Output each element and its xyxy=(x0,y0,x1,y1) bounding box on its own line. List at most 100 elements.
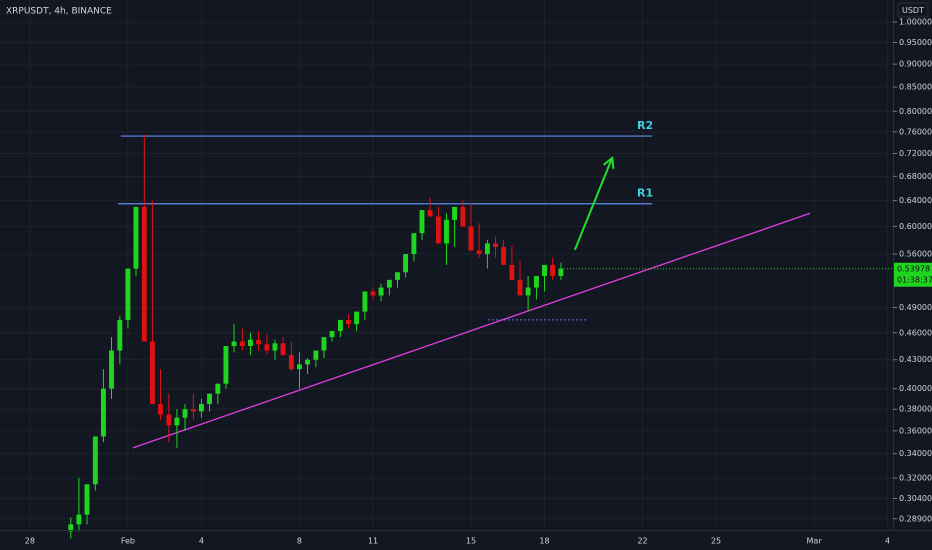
y-tick-label: 0.90000 xyxy=(899,60,932,69)
y-tick-label: 0.68000 xyxy=(899,172,932,181)
last-price-label: 0.53978 xyxy=(897,264,930,273)
x-tick-label: 4 xyxy=(885,537,890,546)
x-tick-label: 4 xyxy=(199,537,204,546)
candle-body xyxy=(297,364,302,370)
candle-body xyxy=(452,206,458,220)
currency-box xyxy=(897,2,929,18)
x-tick-label: 11 xyxy=(368,537,378,546)
y-tick-label: 0.46000 xyxy=(899,328,932,337)
x-tick-label: 22 xyxy=(637,537,647,546)
candle-body xyxy=(76,514,82,525)
candle-body xyxy=(68,524,74,532)
y-tick-label: 0.72000 xyxy=(899,149,932,158)
candle-body xyxy=(215,383,221,394)
candle-body xyxy=(223,346,229,384)
y-tick-label: 0.64000 xyxy=(899,196,932,205)
candle-body xyxy=(460,206,466,227)
x-tick-label: 25 xyxy=(711,537,721,546)
y-tick-label: 0.76000 xyxy=(899,127,932,136)
candle-body xyxy=(517,279,523,296)
candle-body xyxy=(280,343,286,356)
candle-body xyxy=(509,264,515,280)
candle-body xyxy=(337,319,343,332)
y-tick-label: 0.32000 xyxy=(899,473,932,482)
candle-body xyxy=(125,268,131,320)
candle-body xyxy=(149,341,155,404)
y-tick-label: 0.60000 xyxy=(899,222,932,231)
candle-body xyxy=(403,254,409,273)
y-tick-label: 0.40000 xyxy=(899,384,932,393)
y-tick-label: 0.38000 xyxy=(899,405,932,414)
candle-body xyxy=(435,216,441,244)
y-tick-label: 0.30400 xyxy=(899,494,932,503)
last-price-box xyxy=(894,262,932,287)
x-tick-label: Mar xyxy=(807,537,823,546)
candle-body xyxy=(141,206,147,342)
candle-body xyxy=(378,287,384,296)
countdown-label: 01:38:37 xyxy=(897,275,932,284)
x-tick-label: 8 xyxy=(297,537,302,546)
candle-body xyxy=(329,331,335,338)
x-tick-label: 18 xyxy=(539,537,549,546)
candle-body xyxy=(182,409,188,418)
candle-body xyxy=(427,210,433,217)
y-tick-label: 0.43000 xyxy=(899,355,932,364)
candle-body xyxy=(248,339,253,347)
candle-body xyxy=(117,319,123,351)
x-tick-label: Feb xyxy=(121,537,135,546)
arrow-shaft xyxy=(573,157,614,251)
candle-body xyxy=(386,279,392,288)
candle-body xyxy=(354,311,360,325)
candle-body xyxy=(484,243,490,255)
candle-body xyxy=(198,403,204,412)
candle-body xyxy=(550,264,556,277)
candle-body xyxy=(533,276,539,288)
candle-body xyxy=(476,250,482,255)
resistance-label: R2 xyxy=(637,119,653,132)
candle-body xyxy=(190,409,196,412)
candle-body xyxy=(92,436,98,485)
y-tick-label: 0.34000 xyxy=(899,449,932,458)
candle-body xyxy=(166,414,172,426)
arrow-head xyxy=(603,155,615,169)
y-tick-label: 0.80000 xyxy=(899,107,932,116)
candle-body xyxy=(558,268,564,277)
candle-body xyxy=(321,337,327,351)
y-tick-label: 0.28900 xyxy=(899,514,932,523)
y-tick-label: 0.36000 xyxy=(899,426,932,435)
resistance-label: R1 xyxy=(637,187,653,200)
candle-body xyxy=(411,233,417,255)
currency-label: USDT xyxy=(902,6,924,15)
candle-body xyxy=(395,272,400,280)
candle-body xyxy=(362,291,368,312)
x-tick-label: 28 xyxy=(25,537,35,546)
candle-body xyxy=(468,226,474,251)
candle-body xyxy=(370,291,376,296)
candle-body xyxy=(158,403,163,415)
candle-body xyxy=(444,219,449,244)
candle-body xyxy=(231,341,237,347)
candle-body xyxy=(501,246,507,265)
candle-body xyxy=(542,264,547,277)
candle-body xyxy=(207,393,212,404)
y-tick-label: 0.85000 xyxy=(899,83,932,92)
candle-body xyxy=(239,341,245,347)
candle-body xyxy=(174,417,180,426)
candle-body xyxy=(305,359,311,365)
candle-body xyxy=(288,355,294,370)
candle-body xyxy=(264,344,270,351)
candle-body xyxy=(346,319,351,325)
candle-body xyxy=(100,388,106,437)
y-tick-label: 0.56000 xyxy=(899,250,932,259)
candle-body xyxy=(109,350,114,389)
candle-body xyxy=(419,210,425,234)
y-tick-label: 1.00000 xyxy=(899,17,932,26)
candle-body xyxy=(525,287,531,296)
y-tick-label: 0.49000 xyxy=(899,303,932,312)
candle-body xyxy=(493,243,498,247)
y-tick-label: 0.95000 xyxy=(899,38,932,47)
x-tick-label: 15 xyxy=(466,537,476,546)
